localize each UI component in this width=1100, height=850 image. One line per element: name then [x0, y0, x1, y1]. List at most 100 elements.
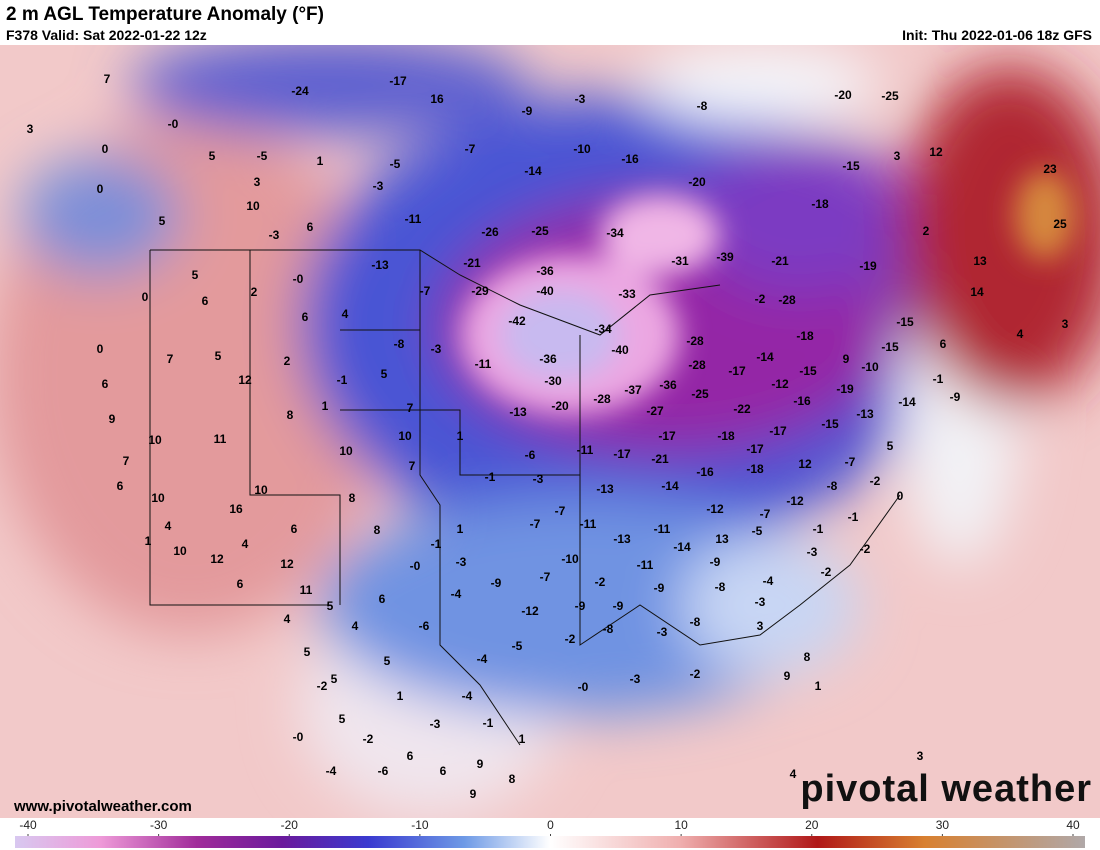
anomaly-label: -17: [769, 424, 787, 438]
anomaly-label: -40: [611, 343, 629, 357]
anomaly-label: -8: [603, 622, 614, 636]
anomaly-label: -8: [697, 99, 708, 113]
anomaly-label: 5: [215, 349, 222, 363]
anomaly-label: -7: [540, 570, 551, 584]
anomaly-label: -11: [475, 357, 492, 371]
anomaly-label: -19: [836, 382, 854, 396]
init-time: Init: Thu 2022-01-06 18z GFS: [902, 27, 1092, 43]
anomaly-label: -29: [471, 284, 489, 298]
anomaly-label: -0: [293, 730, 304, 744]
anomaly-label: -21: [651, 452, 669, 466]
anomaly-label: 0: [97, 182, 104, 196]
anomaly-label: 10: [398, 429, 412, 443]
anomaly-label: 7: [123, 454, 130, 468]
anomaly-label: -4: [326, 764, 337, 778]
anomaly-label: -19: [859, 259, 877, 273]
anomaly-label: 8: [349, 491, 356, 505]
anomaly-label: -31: [671, 254, 689, 268]
anomaly-label: -13: [596, 482, 614, 496]
anomaly-label: 5: [384, 654, 391, 668]
anomaly-label: 9: [477, 757, 484, 771]
anomaly-label: -25: [691, 387, 709, 401]
anomaly-label: -9: [522, 104, 533, 118]
anomaly-label: 3: [894, 149, 901, 163]
anomaly-label: 9: [109, 412, 116, 426]
anomaly-label: -1: [483, 716, 494, 730]
anomaly-label: -14: [673, 540, 691, 554]
anomaly-label: -8: [827, 479, 838, 493]
anomaly-label: 25: [1053, 217, 1067, 231]
anomaly-label: -17: [613, 447, 631, 461]
anomaly-label: 1: [519, 732, 526, 746]
anomaly-label: 0: [142, 290, 149, 304]
anomaly-label: -18: [746, 462, 764, 476]
anomaly-label: -3: [373, 179, 384, 193]
anomaly-label: 7: [407, 401, 414, 415]
anomaly-label: 23: [1043, 162, 1057, 176]
anomaly-label: -5: [752, 524, 763, 538]
title: 2 m AGL Temperature Anomaly (°F): [6, 4, 324, 25]
anomaly-label: 5: [304, 645, 311, 659]
anomaly-label: 8: [509, 772, 516, 786]
anomaly-label: -2: [690, 667, 701, 681]
anomaly-label: -21: [771, 254, 789, 268]
anomaly-label: -15: [821, 417, 839, 431]
anomaly-label: 6: [940, 337, 947, 351]
anomaly-label: 9: [843, 352, 850, 366]
anomaly-label: -1: [848, 510, 859, 524]
anomaly-label: 6: [237, 577, 244, 591]
anomaly-label: -8: [394, 337, 405, 351]
anomaly-label: 4: [284, 612, 291, 626]
colorbar-tick-label: 10: [674, 818, 688, 832]
anomaly-label: 4: [242, 537, 249, 551]
anomaly-label: -13: [856, 407, 874, 421]
anomaly-label: 1: [457, 522, 464, 536]
anomaly-label: 5: [159, 214, 166, 228]
anomaly-label: 5: [331, 672, 338, 686]
anomaly-label: -8: [715, 580, 726, 594]
anomaly-label: -15: [896, 315, 914, 329]
anomaly-label: 3: [27, 122, 34, 136]
anomaly-label: -21: [463, 256, 481, 270]
anomaly-label: -2: [565, 632, 576, 646]
anomaly-label: -3: [657, 625, 668, 639]
anomaly-label: -22: [733, 402, 751, 416]
anomaly-label: 3: [254, 175, 261, 189]
anomaly-label: -0: [293, 272, 304, 286]
anomaly-label: 10: [148, 433, 162, 447]
anomaly-label: -1: [337, 373, 348, 387]
anomaly-label: 16: [229, 502, 243, 516]
anomaly-label: -0: [168, 117, 179, 131]
anomaly-label: 6: [407, 749, 414, 763]
anomaly-label: -17: [728, 364, 746, 378]
anomaly-label: 2: [284, 354, 291, 368]
colorbar-tick-label: 20: [805, 818, 819, 832]
anomaly-label: -3: [575, 92, 586, 106]
anomaly-label: -28: [593, 392, 611, 406]
anomaly-label: 9: [784, 669, 791, 683]
anomaly-label: -2: [821, 565, 832, 579]
anomaly-label: -11: [405, 212, 422, 226]
anomaly-label: -14: [756, 350, 774, 364]
anomaly-label: -3: [431, 342, 442, 356]
anomaly-label: -9: [613, 599, 624, 613]
anomaly-label: -14: [898, 395, 916, 409]
anomaly-label: 10: [173, 544, 187, 558]
anomaly-label: -12: [521, 604, 539, 618]
colorbar-tick-label: -20: [281, 818, 299, 832]
init-prefix: Init:: [902, 27, 928, 43]
anomaly-label: 10: [246, 199, 260, 213]
anomaly-label: -2: [860, 542, 871, 556]
anomaly-label: -12: [771, 377, 789, 391]
borders: [149, 249, 901, 746]
anomaly-label: 10: [339, 444, 353, 458]
anomaly-label: -36: [536, 264, 554, 278]
anomaly-label: -5: [512, 639, 523, 653]
anomaly-label: -10: [561, 552, 579, 566]
anomaly-label: -13: [613, 532, 631, 546]
anomaly-label: -5: [390, 157, 401, 171]
anomaly-label: -16: [696, 465, 714, 479]
anomaly-label: 2: [251, 285, 258, 299]
